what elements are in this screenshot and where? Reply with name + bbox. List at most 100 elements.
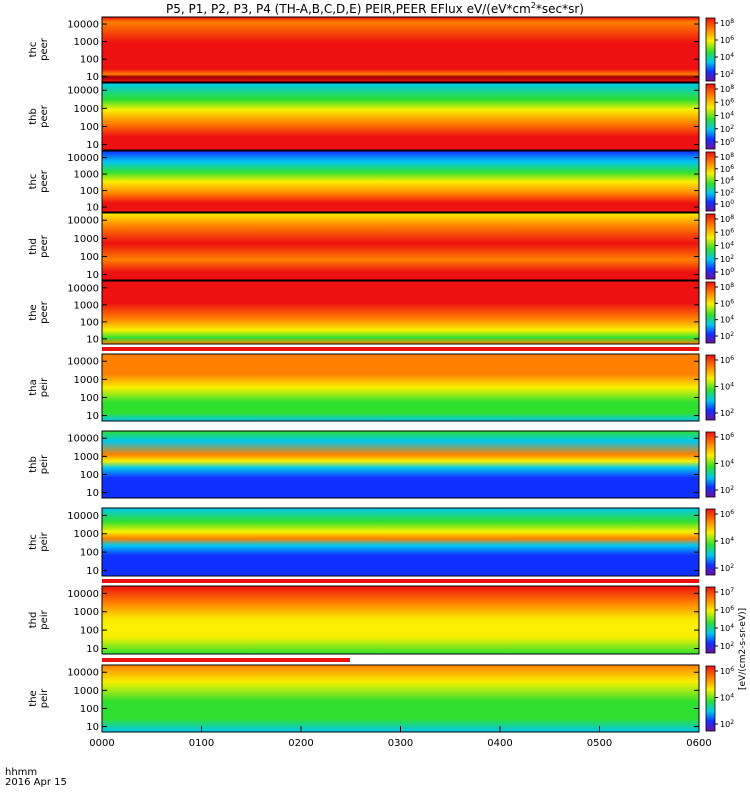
y-tick-label: 10 <box>86 722 99 733</box>
panel-frame <box>101 212 700 281</box>
spectrogram-image <box>102 213 699 280</box>
panel-label-line: the <box>28 690 39 706</box>
y-tick-label: 1000 <box>74 686 99 697</box>
y-tick-label: 10 <box>86 140 99 151</box>
title-text: P5, P1, P2, P3, P4 (TH-A,B,C,D,E) PEIR,P… <box>166 2 531 16</box>
panel-frame <box>101 507 700 577</box>
y-tick-label: 100 <box>80 55 99 66</box>
y-tick-label: 100 <box>80 252 99 263</box>
colorbar-tick-label: 102 <box>720 408 734 418</box>
panel-1-thc-peer: 10 100 1000 10000 thc peer 108 106 104 102 <box>28 16 734 83</box>
panel-6-tha-peir: 10 100 1000 10000 tha peir 106 104 102 <box>28 353 734 422</box>
colorbar <box>705 151 716 212</box>
panel-label-line: peer <box>39 234 50 258</box>
x-tick-label: 0200 <box>288 738 313 749</box>
colorbar-tick-label: 102 <box>720 124 734 134</box>
panel-frame <box>101 430 700 499</box>
panel-label-line: thc <box>28 534 39 550</box>
colorbar-tick-label: 104 <box>720 176 734 186</box>
panel-label-line: thb <box>28 456 39 473</box>
y-tick-label: 10000 <box>67 216 99 227</box>
y-tick-label: 1000 <box>74 104 99 115</box>
y-tick-label: 1000 <box>74 452 99 463</box>
y-tick-label: 100 <box>80 393 99 404</box>
y-tick-label: 100 <box>80 470 99 481</box>
y-tick-label: 1000 <box>74 37 99 48</box>
colorbar-tick-label: 106 <box>720 298 734 308</box>
panel-frame <box>101 150 700 213</box>
panel-label-line: peer <box>39 300 50 324</box>
panel-label-line: tha <box>28 379 39 395</box>
y-tick-label: 100 <box>80 626 99 637</box>
panel-8-thc-peir: 10 100 1000 10000 thc peir 106 104 102 <box>28 507 734 577</box>
panel-label-line: thb <box>28 108 39 125</box>
y-tick-label: 10000 <box>67 511 99 522</box>
y-tick-label: 10000 <box>67 434 99 445</box>
panel-label-line: the <box>28 304 39 320</box>
colorbar-tick-label: 102 <box>720 641 734 651</box>
y-tick-label: 10 <box>86 566 99 577</box>
panel-label-line: peir <box>39 609 50 629</box>
colorbar-tick-label: 107 <box>720 587 734 597</box>
colorbar-tick-label: 106 <box>720 227 734 237</box>
y-tick-label: 10 <box>86 488 99 499</box>
colorbar-tick-label: 100 <box>720 267 734 277</box>
panel-4-thd-peer: 10 100 1000 10000 thd peer 108 106 104 102 100 <box>28 212 734 281</box>
colorbar-tick-label: 106 <box>720 355 734 365</box>
y-tick-label: 100 <box>80 186 99 197</box>
panel-label-line: peir <box>39 454 50 474</box>
colorbar-tick-label: 104 <box>720 623 734 633</box>
y-tick-label: 10000 <box>67 668 99 679</box>
colorbar-tick-label: 106 <box>720 432 734 442</box>
panel-label-line: peer <box>39 104 50 128</box>
y-tick-label: 1000 <box>74 375 99 386</box>
colorbar-tick-label: 102 <box>720 187 734 197</box>
y-tick-label: 1000 <box>74 170 99 181</box>
colorbar-tick-label: 102 <box>720 485 734 495</box>
panel-label-line: thd <box>28 238 39 255</box>
y-tick-label: 100 <box>80 548 99 559</box>
colorbar-tick-label: 108 <box>720 214 734 224</box>
footer-hhmm: hhmm <box>5 767 38 778</box>
spectrogram-image <box>102 281 699 344</box>
colorbar-tick-label: 104 <box>720 693 734 703</box>
spectrogram-image <box>102 665 699 732</box>
colorbar-tick-label: 106 <box>720 97 734 107</box>
colorbar-tick-label: 106 <box>720 164 734 174</box>
y-tick-label: 10000 <box>67 153 99 164</box>
panel-label-line: thd <box>28 612 39 629</box>
footer-date: 2016 Apr 15 <box>5 777 67 788</box>
colorbar-tick-label: 104 <box>720 315 734 325</box>
colorbar-tick-label: 106 <box>720 666 734 676</box>
y-tick-label: 10000 <box>67 20 99 31</box>
colorbar-tick-label: 102 <box>720 254 734 264</box>
x-axis: 0000 0100 0200 0300 0400 0500 0600 <box>89 726 712 749</box>
colorbar-tick-label: 102 <box>720 331 734 341</box>
panel-frame <box>101 280 700 345</box>
y-tick-label: 10000 <box>67 283 99 294</box>
y-tick-label: 1000 <box>74 607 99 618</box>
separator-band <box>102 658 350 662</box>
panel-label-line: peir <box>39 377 50 397</box>
y-tick-label: 100 <box>80 317 99 328</box>
colorbar-tick-label: 104 <box>720 382 734 392</box>
panel-frame <box>101 82 700 151</box>
colorbar-tick-label: 102 <box>720 719 734 729</box>
colorbar-tick-label: 102 <box>720 69 734 79</box>
separator-band <box>102 347 699 351</box>
colorbar-tick-label: 106 <box>720 605 734 615</box>
colorbar-tick-label: 108 <box>720 18 734 28</box>
colorbar <box>705 508 716 576</box>
x-tick-label: 0100 <box>189 738 214 749</box>
y-tick-label: 10 <box>86 334 99 345</box>
x-tick-label: 0300 <box>388 738 413 749</box>
y-tick-label: 10000 <box>67 357 99 368</box>
colorbar <box>705 431 716 498</box>
y-tick-label: 10 <box>86 203 99 214</box>
colorbar <box>705 586 716 654</box>
colorbar-tick-label: 104 <box>720 52 734 62</box>
panel-10-the-peir: 10 100 1000 10000 the peir 106 104 102 <box>28 664 734 733</box>
colorbar-tick-label: 104 <box>720 241 734 251</box>
